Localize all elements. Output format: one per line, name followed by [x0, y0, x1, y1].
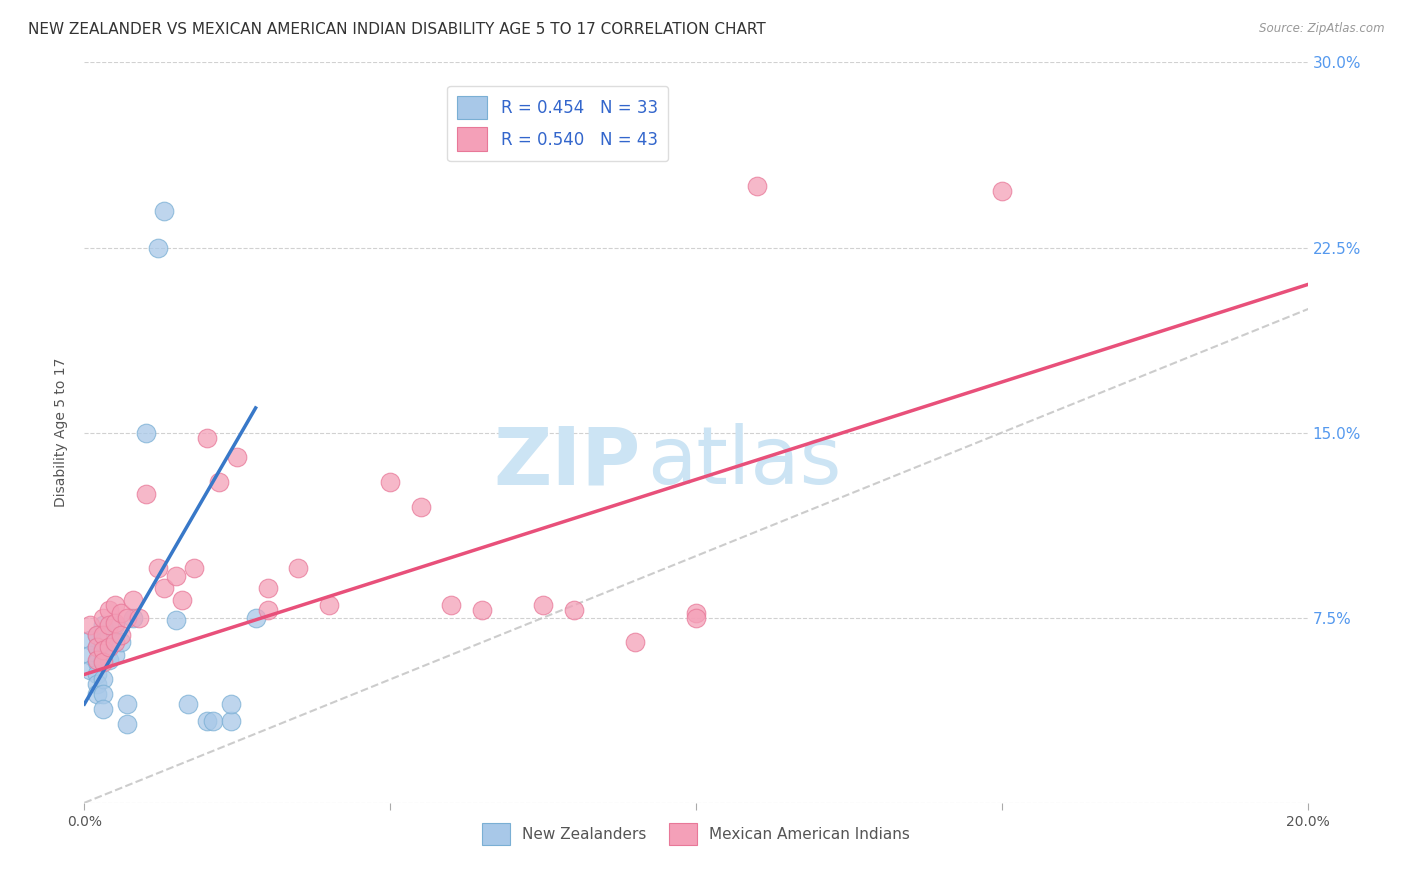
Point: [86, 628, 108, 642]
Point: [91, 628, 114, 642]
Point: [165, 568, 187, 582]
Point: [86, 687, 108, 701]
Point: [110, 606, 132, 620]
Point: [91, 653, 114, 667]
Point: [115, 697, 138, 711]
Point: [172, 593, 194, 607]
Point: [208, 475, 231, 489]
Point: [146, 561, 169, 575]
Point: [91, 687, 114, 701]
Point: [747, 178, 769, 193]
Point: [79, 648, 101, 662]
Point: [219, 714, 242, 729]
Point: [91, 673, 114, 687]
Point: [86, 655, 108, 669]
Point: [177, 697, 200, 711]
Point: [104, 635, 127, 649]
Y-axis label: Disability Age 5 to 17: Disability Age 5 to 17: [55, 358, 69, 508]
Point: [97, 603, 120, 617]
Point: [79, 663, 101, 677]
Point: [97, 628, 120, 642]
Point: [91, 618, 114, 632]
Point: [226, 450, 249, 465]
Legend: New Zealanders, Mexican American Indians: New Zealanders, Mexican American Indians: [477, 817, 915, 851]
Point: [135, 425, 157, 440]
Point: [86, 640, 108, 655]
Point: [97, 640, 120, 655]
Text: atlas: atlas: [647, 423, 841, 501]
Text: ZIP: ZIP: [494, 423, 641, 501]
Point: [183, 561, 205, 575]
Point: [110, 635, 132, 649]
Point: [91, 655, 114, 669]
Point: [91, 610, 114, 624]
Point: [685, 610, 707, 624]
Point: [104, 599, 127, 613]
Point: [122, 610, 145, 624]
Point: [97, 653, 120, 667]
Point: [257, 603, 280, 617]
Point: [115, 610, 138, 624]
Point: [318, 599, 340, 613]
Point: [86, 640, 108, 655]
Point: [685, 606, 707, 620]
Point: [110, 628, 132, 642]
Point: [104, 615, 127, 630]
Point: [440, 599, 463, 613]
Point: [97, 618, 120, 632]
Point: [91, 702, 114, 716]
Point: [991, 184, 1014, 198]
Point: [91, 635, 114, 649]
Point: [86, 677, 108, 691]
Point: [219, 697, 242, 711]
Text: Source: ZipAtlas.com: Source: ZipAtlas.com: [1260, 22, 1385, 36]
Point: [122, 593, 145, 607]
Point: [79, 618, 101, 632]
Point: [287, 561, 309, 575]
Point: [86, 628, 108, 642]
Point: [471, 603, 494, 617]
Point: [153, 581, 176, 595]
Point: [104, 648, 127, 662]
Point: [115, 716, 138, 731]
Point: [153, 203, 176, 218]
Point: [380, 475, 402, 489]
Point: [135, 487, 157, 501]
Point: [195, 431, 218, 445]
Point: [409, 500, 432, 514]
Point: [562, 603, 585, 617]
Point: [624, 635, 647, 649]
Text: NEW ZEALANDER VS MEXICAN AMERICAN INDIAN DISABILITY AGE 5 TO 17 CORRELATION CHAR: NEW ZEALANDER VS MEXICAN AMERICAN INDIAN…: [28, 22, 766, 37]
Point: [86, 667, 108, 681]
Point: [104, 618, 127, 632]
Point: [165, 613, 187, 627]
Point: [195, 714, 218, 729]
Point: [91, 642, 114, 657]
Point: [86, 653, 108, 667]
Point: [146, 240, 169, 255]
Point: [128, 610, 150, 624]
Point: [257, 581, 280, 595]
Point: [201, 714, 224, 729]
Point: [245, 610, 267, 624]
Point: [531, 599, 554, 613]
Point: [79, 632, 101, 647]
